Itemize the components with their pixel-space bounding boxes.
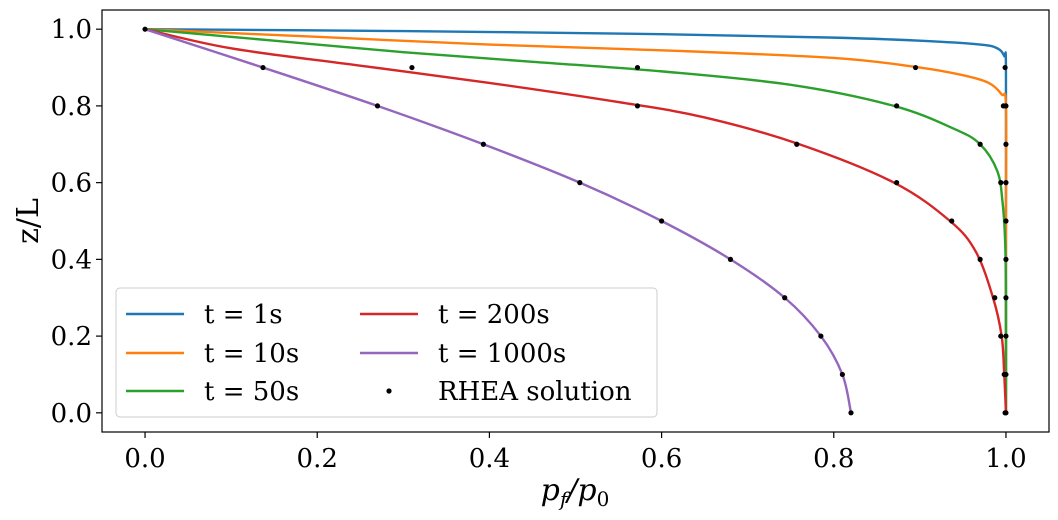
x-tick-label-3: 0.6 xyxy=(641,444,682,474)
data-point-rhea-solution-8 xyxy=(818,333,824,339)
data-point-rhea-solution-36 xyxy=(1003,103,1009,109)
data-point-rhea-solution-24 xyxy=(998,180,1004,186)
data-point-rhea-solution-7 xyxy=(782,295,788,301)
data-point-rhea-solution-1 xyxy=(260,64,266,71)
data-point-rhea-solution-9 xyxy=(839,371,845,378)
y-tick-label-3: 0.6 xyxy=(51,169,92,199)
legend-label-t-200s: t = 200s xyxy=(438,300,550,330)
data-point-rhea-solution-35 xyxy=(1002,64,1008,71)
y-tick-label-5: 1.0 xyxy=(51,15,92,45)
x-axis-label-base2: p xyxy=(577,473,596,508)
plot-frame xyxy=(101,9,1050,433)
data-point-rhea-solution-17 xyxy=(992,295,998,301)
x-axis-label-sub-0: 0 xyxy=(597,487,610,511)
x-tick-label-0: 0.0 xyxy=(124,444,165,474)
data-point-rhea-solution-6 xyxy=(727,256,734,262)
data-point-rhea-solution-21 xyxy=(634,64,641,71)
x-tick-label-4: 0.8 xyxy=(813,444,854,474)
data-point-rhea-solution-10 xyxy=(848,410,854,416)
legend-label-t-50s: t = 50s xyxy=(204,377,299,407)
x-tick-label-2: 0.4 xyxy=(469,444,510,474)
data-point-rhea-solution-22 xyxy=(894,103,900,109)
data-point-rhea-solution-13 xyxy=(794,141,800,147)
data-point-rhea-solution-31 xyxy=(912,64,919,71)
x-tick-label-5: 1.0 xyxy=(985,444,1026,474)
data-point-rhea-solution-18 xyxy=(998,333,1004,339)
series-line-t-200s xyxy=(143,27,1008,415)
data-point-rhea-solution-3 xyxy=(480,141,486,147)
data-point-rhea-solution-33 xyxy=(1003,141,1009,147)
x-tick-label-1: 0.2 xyxy=(297,444,338,474)
data-point-rhea-solution-16 xyxy=(977,256,983,262)
series-line-t-50s xyxy=(143,27,1008,415)
data-point-rhea-solution-27 xyxy=(1003,295,1009,301)
legend-label-t-1000s: t = 1000s xyxy=(438,339,566,369)
y-tick-label-0: 0.0 xyxy=(51,399,92,429)
scatter-layer xyxy=(142,26,1009,416)
y-axis: 0.0 0.2 0.4 0.6 0.8 1.0 xyxy=(51,15,102,429)
data-point-rhea-solution-15 xyxy=(949,218,955,224)
data-point-rhea-solution-11 xyxy=(409,64,415,71)
data-point-rhea-solution-4 xyxy=(577,180,583,186)
legend-label-rhea-solution: RHEA solution xyxy=(438,377,632,407)
x-axis-label-base: p xyxy=(541,473,560,508)
x-axis: 0.0 0.2 0.4 0.6 0.8 1.0 xyxy=(124,432,1027,474)
data-point-rhea-solution-23 xyxy=(977,141,983,147)
data-point-rhea-solution-30 xyxy=(1003,410,1009,416)
data-point-rhea-solution-0 xyxy=(142,26,148,32)
legend: t = 1s t = 10s t = 50s t = 200s t = 1000s RHE… xyxy=(115,287,658,418)
data-point-rhea-solution-2 xyxy=(374,103,381,109)
x-axis-label: pf/p0 xyxy=(541,473,610,511)
x-axis-label-slash: / xyxy=(564,473,580,508)
series-line-t-10s xyxy=(143,27,1008,415)
legend-label-t-1s: t = 1s xyxy=(204,300,283,330)
y-tick-label-1: 0.2 xyxy=(51,322,92,352)
data-point-rhea-solution-29 xyxy=(1003,371,1009,378)
y-tick-label-2: 0.4 xyxy=(51,245,92,275)
legend-items: t = 1s t = 10s t = 50s t = 200s t = 1000s RHE… xyxy=(126,300,632,407)
y-axis-label: z/L xyxy=(11,198,46,244)
data-point-rhea-solution-25 xyxy=(1003,218,1009,224)
data-point-rhea-solution-26 xyxy=(1003,256,1009,262)
data-point-rhea-solution-12 xyxy=(634,103,641,109)
legend-swatch-rhea-solution xyxy=(386,388,392,394)
legend-label-t-10s: t = 10s xyxy=(204,339,299,369)
data-point-rhea-solution-28 xyxy=(1003,333,1009,339)
data-point-rhea-solution-14 xyxy=(894,180,900,186)
data-point-rhea-solution-5 xyxy=(658,218,665,224)
data-point-rhea-solution-34 xyxy=(1003,180,1009,186)
y-tick-label-4: 0.8 xyxy=(51,92,92,122)
